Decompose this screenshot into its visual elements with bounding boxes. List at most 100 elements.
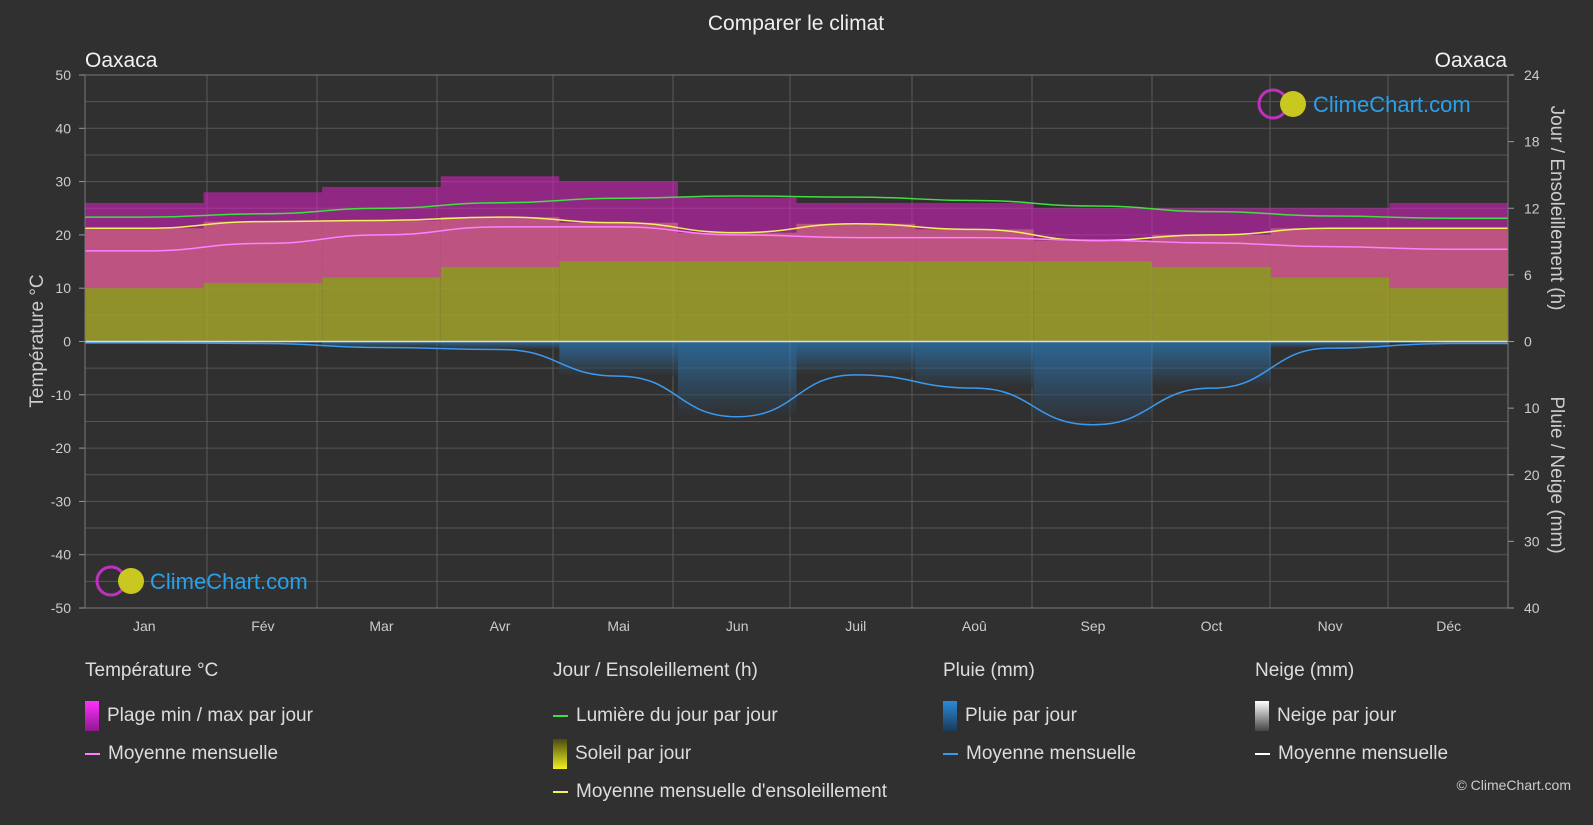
tick-label-left: -40 (51, 547, 71, 563)
rain-bar (1389, 341, 1508, 344)
tick-label-left: -50 (51, 600, 71, 616)
snow-mean-swatch (1255, 753, 1270, 755)
tick-label-right-top: 18 (1524, 134, 1540, 150)
axis-right-bottom-label: Pluie / Neige (mm) (1546, 396, 1567, 553)
daylight-line (85, 195, 1508, 219)
month-label: Sep (1080, 618, 1105, 634)
tick-label-right-top: 12 (1524, 200, 1540, 216)
watermark-text-top: ClimeChart.com (1313, 92, 1471, 117)
temp-range-bar (1389, 202, 1508, 289)
legend-temp-header: Température °C (85, 660, 219, 681)
rain-bar (559, 341, 678, 377)
legend-sunshine-day: Soleil par jour (553, 735, 887, 773)
temp-range-bar (440, 176, 560, 267)
legend-temperature: Température °C Plage min / max par jour … (85, 660, 313, 773)
temp-range-bar (1270, 208, 1390, 278)
rain-bar (322, 341, 441, 348)
month-label: Déc (1436, 618, 1461, 634)
legend-rain-header: Pluie (mm) (943, 660, 1035, 681)
tick-label-left: -30 (51, 493, 71, 509)
month-label: Aoû (962, 618, 987, 634)
legend-snow-header: Neige (mm) (1255, 660, 1355, 681)
month-label: Jan (133, 618, 156, 634)
watermark-sun-icon (1280, 91, 1306, 117)
location-left: Oaxaca (85, 49, 158, 72)
daylight-swatch (553, 715, 568, 717)
tick-label-right-top: 6 (1524, 267, 1532, 283)
rain-swatch (943, 701, 957, 731)
legend-snow-mean-label: Moyenne mensuelle (1278, 743, 1449, 764)
temp-range-bar (1152, 208, 1271, 267)
legend-rain-day-label: Pluie par jour (965, 705, 1077, 726)
plot-frame (84, 74, 1509, 609)
legend-snow-day-label: Neige par jour (1277, 705, 1397, 726)
rain-mean-swatch (943, 753, 958, 755)
legend-temp-range-label: Plage min / max par jour (107, 705, 313, 726)
tick-label-right-bottom: 30 (1524, 533, 1540, 549)
tick-label-right-top: 0 (1524, 334, 1532, 350)
rain-bar (440, 341, 560, 350)
tick-label-left: 20 (55, 227, 71, 243)
month-label: Avr (490, 618, 511, 634)
legend-sunshine-mean: Moyenne mensuelle d'ensoleillement (553, 773, 887, 811)
tick-label-right-bottom: 20 (1524, 467, 1540, 483)
tick-label-left: 40 (55, 120, 71, 136)
legend-sunshine-label: Soleil par jour (575, 743, 692, 764)
legend-snow: Neige (mm) Neige par jour Moyenne mensue… (1255, 660, 1448, 773)
legend-daylight: Lumière du jour par jour (553, 697, 887, 735)
plot-area (85, 176, 1508, 426)
rain-bar (1152, 341, 1271, 389)
temp-range-bar (677, 197, 797, 262)
legend-sunshine-mean-label: Moyenne mensuelle d'ensoleillement (576, 781, 887, 802)
rain-bar (203, 341, 323, 344)
copyright: © ClimeChart.com (1456, 777, 1571, 793)
snow-swatch (1255, 701, 1269, 731)
rain-bar (915, 341, 1034, 389)
month-label: Juil (845, 618, 866, 634)
tick-label-left: 0 (63, 334, 71, 350)
tick-label-left: 10 (55, 280, 71, 296)
temp-mean-swatch (85, 753, 100, 755)
month-label: Mar (369, 618, 393, 634)
tick-label-left: -10 (51, 387, 71, 403)
month-label: Mai (607, 618, 630, 634)
axis-right-top-label: Jour / Ensoleillement (h) (1546, 106, 1567, 311)
rain-mean-line (85, 342, 1508, 426)
legend-rain-mean-label: Moyenne mensuelle (966, 743, 1137, 764)
month-label: Jun (726, 618, 749, 634)
temp-range-bar (1033, 208, 1153, 262)
legend-daylight-label: Lumière du jour par jour (576, 705, 778, 726)
sunshine-mean-swatch (553, 791, 568, 793)
legend-snow-day: Neige par jour (1255, 697, 1448, 735)
month-label: Fév (251, 618, 274, 634)
legend-sunshine: Jour / Ensoleillement (h) Lumière du jou… (553, 660, 887, 811)
tick-label-right-bottom: 40 (1524, 600, 1540, 616)
legend-rain: Pluie (mm) Pluie par jour Moyenne mensue… (943, 660, 1136, 773)
legend-rain-mean: Moyenne mensuelle (943, 735, 1136, 773)
legend-temp-mean-label: Moyenne mensuelle (108, 743, 279, 764)
watermark-sun-icon (118, 568, 144, 594)
watermark-text-bottom: ClimeChart.com (150, 569, 308, 594)
temp-range-bar (322, 186, 441, 278)
sunshine-mean-line (85, 216, 1508, 242)
rain-bar (796, 341, 916, 375)
tick-label-right-top: 24 (1524, 67, 1540, 83)
tick-label-left: -20 (51, 440, 71, 456)
tick-label-left: 30 (55, 174, 71, 190)
temp-mean-line (85, 226, 1508, 252)
tick-label-left: 50 (55, 67, 71, 83)
legend-temp-range: Plage min / max par jour (85, 697, 313, 735)
axes: 50 40 30 20 10 0 -10 -20 -30 -40 -50 24 18 12 6 0 10 20 30… (51, 67, 1540, 634)
watermark-bottom: ClimeChart.com (95, 565, 308, 597)
rain-bar (1033, 341, 1153, 425)
axis-left-label: Température °C (27, 274, 48, 407)
legend-snow-mean: Moyenne mensuelle (1255, 735, 1448, 773)
temp-range-bar (796, 202, 916, 262)
location-right: Oaxaca (1435, 49, 1508, 72)
month-label: Nov (1318, 618, 1343, 634)
month-label: Oct (1201, 618, 1223, 634)
rain-bar (1270, 341, 1390, 349)
chart-title: Comparer le climat (708, 12, 884, 35)
temp-range-bar (203, 192, 323, 283)
